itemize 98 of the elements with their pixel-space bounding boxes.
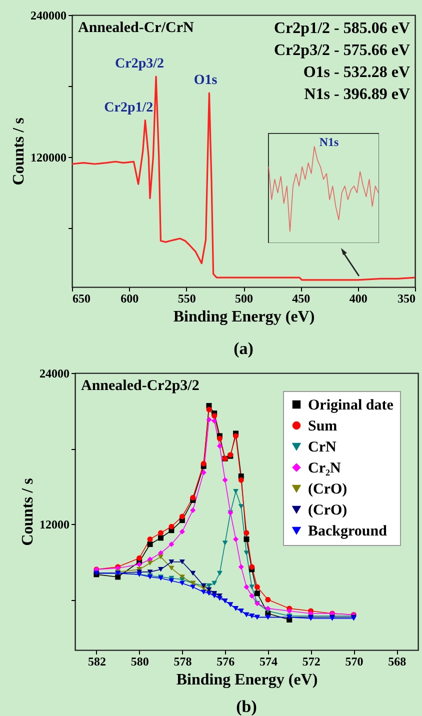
point xyxy=(216,443,222,449)
point xyxy=(168,566,174,571)
point xyxy=(244,530,250,536)
x-tick-label: 572 xyxy=(302,654,320,668)
point xyxy=(222,540,228,546)
point xyxy=(179,528,185,534)
point xyxy=(233,433,239,439)
y-tick-label: 12000 xyxy=(40,518,70,532)
point xyxy=(265,606,271,612)
point xyxy=(244,536,250,542)
point xyxy=(147,570,153,574)
legend-label: (CrO) xyxy=(308,482,348,498)
point xyxy=(249,584,255,590)
point xyxy=(136,562,142,568)
point xyxy=(212,418,218,424)
annotation: Cr2p1/2 xyxy=(104,100,154,116)
y-tick-label: 24000 xyxy=(40,366,70,380)
point xyxy=(115,574,121,580)
point xyxy=(190,570,196,576)
point xyxy=(286,608,292,614)
point xyxy=(168,524,174,530)
legend-label: (CrO) xyxy=(308,502,348,518)
x-tick-label: 600 xyxy=(120,292,139,306)
point xyxy=(136,555,142,561)
legend-label: CrN xyxy=(308,440,336,456)
x-tick-label: 450 xyxy=(292,292,310,306)
annotation: Cr2p3/2 - 575.66 eV xyxy=(274,42,410,59)
point xyxy=(179,574,185,580)
x-tick-label: 576 xyxy=(216,654,235,668)
x-tick-label: 582 xyxy=(88,654,106,668)
text: (b) xyxy=(236,697,257,716)
text: (a) xyxy=(234,339,254,358)
point xyxy=(200,590,206,594)
y-tick-label: 240000 xyxy=(30,8,66,22)
point xyxy=(190,494,196,500)
point xyxy=(254,590,260,596)
x-tick-label: 400 xyxy=(349,292,368,306)
annotation: Cr2p1/2 - 585.06 eV xyxy=(274,20,410,37)
x-tick-label: 650 xyxy=(72,292,90,306)
annotation: N1s xyxy=(319,135,340,149)
chart-title: Annealed-Cr2p3/2 xyxy=(81,378,200,394)
point xyxy=(244,584,250,590)
point xyxy=(179,514,185,520)
point xyxy=(179,580,185,586)
annotation: O1s xyxy=(194,73,218,88)
point xyxy=(158,554,164,560)
annotation: N1s - 396.89 eV xyxy=(304,86,410,103)
x-axis-title: Binding Energy (eV) xyxy=(176,672,318,688)
point xyxy=(190,508,196,513)
annotation: Cr2p3/2 xyxy=(115,56,164,72)
point xyxy=(249,593,255,599)
legend-label: Original date xyxy=(308,398,394,414)
point xyxy=(206,406,212,412)
point xyxy=(190,584,196,590)
point xyxy=(158,530,164,536)
point xyxy=(168,559,174,564)
y-axis-title: Counts / s xyxy=(10,118,28,186)
point xyxy=(212,580,218,586)
annotation: O1s - 532.28 eV xyxy=(303,64,410,81)
x-tick-label: 568 xyxy=(388,654,406,668)
x-tick-label: 500 xyxy=(235,292,253,306)
point xyxy=(244,550,250,556)
point xyxy=(216,570,222,576)
point xyxy=(216,436,222,442)
x-tick-label: 574 xyxy=(259,654,278,668)
x-axis-title: Binding Energy (eV) xyxy=(173,308,315,326)
point xyxy=(238,477,244,483)
point xyxy=(158,567,164,572)
point xyxy=(238,564,244,570)
legend-label: Background xyxy=(308,524,388,540)
y-axis-title: Counts / s xyxy=(20,478,36,546)
point xyxy=(254,584,260,590)
x-tick-label: 550 xyxy=(178,292,196,306)
point xyxy=(158,535,164,541)
point xyxy=(238,504,244,509)
legend-label: Cr₂N xyxy=(308,460,341,476)
point xyxy=(200,460,206,466)
point xyxy=(147,536,153,542)
y-tick-label: 120000 xyxy=(30,150,66,164)
x-tick-label: 580 xyxy=(130,654,149,668)
point xyxy=(179,559,185,564)
chart-title: Annealed-Cr/CrN xyxy=(78,20,194,36)
point xyxy=(168,541,174,547)
point xyxy=(168,578,174,584)
line-series xyxy=(72,76,415,281)
x-tick-label: 578 xyxy=(174,654,192,668)
point xyxy=(212,413,218,419)
legend-label: Sum xyxy=(308,418,338,434)
point xyxy=(249,564,255,570)
point xyxy=(206,416,212,422)
point xyxy=(200,470,206,476)
point xyxy=(233,536,239,542)
point xyxy=(233,488,239,494)
x-tick-label: 350 xyxy=(398,292,416,306)
x-tick-label: 570 xyxy=(345,654,364,668)
point xyxy=(222,477,228,483)
point xyxy=(147,541,153,547)
point xyxy=(265,596,271,602)
